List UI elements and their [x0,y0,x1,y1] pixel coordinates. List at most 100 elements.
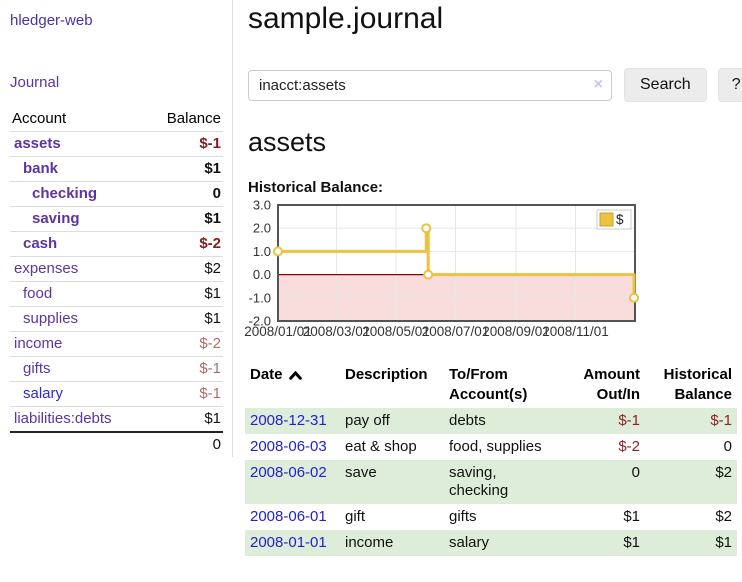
register-description: save [345,464,377,481]
data-point [629,292,640,303]
register-date-link[interactable]: 2008-06-03 [250,438,327,455]
register-tofrom-accounts: food, supplies [449,438,542,455]
register-description: income [345,534,394,551]
register-date-link[interactable]: 2008-06-02 [250,464,327,481]
svg-text:3.0: 3.0 [253,198,271,213]
svg-text:0.0: 0.0 [253,267,271,282]
account-link-income[interactable]: income [14,335,63,352]
register-tofrom-accounts: gifts [449,508,477,525]
svg-text:2008/03/01: 2008/03/01 [303,324,371,339]
register-date-link[interactable]: 2008-12-31 [250,412,327,429]
account-balance: $-2 [146,231,223,257]
search-input[interactable] [248,69,612,101]
account-balance: $2 [146,256,223,282]
svg-text:-2.0: -2.0 [249,314,271,329]
balance-chart-svg: $3.0 2.0 1.0 0.0 -1.0 -2.02008/01/012008/03/0… [244,198,640,339]
register-row: 2008-06-02 save saving, checking 0 $2 [245,460,737,504]
chart-legend: $ [596,209,632,230]
register-header-date[interactable]: Date [245,362,340,408]
register-description: eat & shop [345,438,417,455]
account-link-saving[interactable]: saving [32,210,80,227]
account-row: expenses $2 [10,256,223,282]
register-header-tofrom: To/From Account(s) [449,366,528,403]
account-row: income $-2 [10,331,223,357]
nav-journal-link[interactable]: Journal [10,74,60,91]
accounts-total-balance: 0 [146,431,223,457]
account-row: cash $-2 [10,231,223,257]
search-input-wrap: × [248,69,612,101]
register-historical-balance: $1 [715,534,732,551]
svg-text:2008/01/01: 2008/01/01 [244,324,312,339]
register-row: 2008-06-01 gift gifts $1 $2 [245,504,737,530]
accounts-header-row: Account Balance [10,106,223,132]
account-link-salary[interactable]: salary [23,385,64,402]
data-point [421,223,432,234]
main-content: sample.journal × Search ? assets Histori… [233,0,742,556]
sidebar: hledger-web Journal Account Balance asse… [0,0,233,457]
accounts-header-balance: Balance [166,110,221,127]
accounts-table: Account Balance assets $-1 bank $1 checking 0… [10,106,223,457]
clear-search-icon[interactable]: × [593,75,603,93]
account-balance: $1 [146,281,223,307]
account-link-checking[interactable]: checking [32,185,98,202]
register-header-row: Date Description To/From Account(s) Amou… [245,362,737,408]
account-row: bank $1 [10,156,223,182]
svg-text:-1.0: -1.0 [249,290,271,305]
account-balance: $1 [146,406,223,432]
register-tofrom-accounts: saving, checking [449,464,509,499]
account-link-gifts[interactable]: gifts [23,360,51,377]
svg-text:2008/07/01: 2008/07/01 [422,324,490,339]
data-point [273,246,283,257]
register-row: 2008-01-01 income salary $1 $1 [245,530,737,556]
account-row: gifts $-1 [10,356,223,382]
register-date-link[interactable]: 2008-01-01 [250,534,327,551]
register-tofrom-accounts: salary [449,534,490,551]
register-tofrom-accounts: debts [449,412,486,429]
account-balance: $-1 [146,381,223,407]
account-balance: $-2 [146,331,223,357]
account-row: assets $-1 [10,131,223,157]
svg-text:2.0: 2.0 [253,221,271,236]
register-historical-balance: $2 [715,464,732,481]
account-link-liabilities-debts[interactable]: liabilities:debts [14,410,112,427]
account-link-cash[interactable]: cash [23,235,58,252]
app-title-link[interactable]: hledger-web [10,12,93,29]
account-heading: assets [248,127,327,157]
register-amount: 0 [631,464,640,481]
register-header-description: Description [345,366,428,383]
account-row: food $1 [10,281,223,307]
account-row: supplies $1 [10,306,223,332]
register-amount: $-2 [618,438,640,455]
accounts-header-account: Account [12,110,67,127]
account-row: checking 0 [10,181,223,207]
account-link-assets[interactable]: assets [14,135,61,152]
accounts-total-row: 0 [10,431,223,457]
register-amount: $-1 [618,412,640,429]
account-link-food[interactable]: food [23,285,53,302]
historical-balance-chart[interactable]: $3.0 2.0 1.0 0.0 -1.0 -2.0 2008/01/01 2008/03/0… [244,198,742,341]
x-axis-labels: 2008/01/012008/03/012008/05/012008/07/01… [244,324,609,339]
register-historical-balance: $-1 [710,412,732,429]
account-row: liabilities:debts $1 [10,406,223,432]
search-button[interactable]: Search [624,68,707,102]
register-historical-balance: $2 [715,508,732,525]
register-amount: $1 [623,508,640,525]
help-button[interactable]: ? [717,68,742,102]
register-amount: $1 [623,534,640,551]
account-balance: $-1 [146,356,223,382]
account-link-bank[interactable]: bank [23,160,59,177]
svg-text:2008/11/01: 2008/11/01 [542,324,609,339]
register-date-link[interactable]: 2008-06-01 [250,508,327,525]
account-row: saving $1 [10,206,223,232]
account-link-expenses[interactable]: expenses [14,260,79,277]
svg-text:2008/09/01: 2008/09/01 [482,324,550,339]
register-header-balance: Historical Balance [663,366,732,403]
register-header-date-label: Date [250,366,283,383]
register-description: gift [345,508,366,525]
account-balance: $1 [146,206,223,232]
plot-border [277,204,636,322]
account-balance: $1 [146,156,223,182]
svg-text:2008/05/01: 2008/05/01 [362,324,430,339]
svg-text:$: $ [616,212,624,227]
account-link-supplies[interactable]: supplies [23,310,79,327]
